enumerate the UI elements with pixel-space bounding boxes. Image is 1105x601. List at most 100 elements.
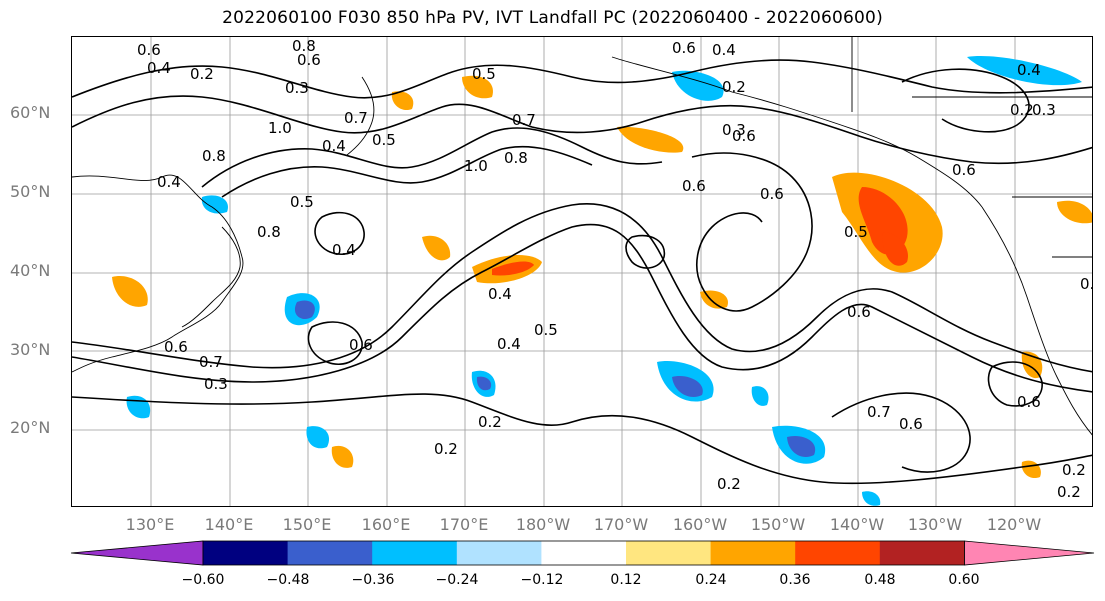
contour-line [72, 203, 1092, 373]
lon-label-160e: 160°E [361, 515, 411, 534]
contour-label: 0.3 [285, 79, 309, 97]
orange-patch [700, 290, 728, 309]
contour-line [901, 68, 1030, 133]
contour-line [72, 59, 1092, 99]
contour-label: 0.4 [488, 285, 512, 303]
contour-label: 0.8 [257, 223, 281, 241]
contour-label: 0.4 [712, 41, 736, 59]
contour-label: 0.6 [164, 338, 188, 356]
blue-patch [672, 70, 724, 101]
contour-label: 0.6 [349, 336, 373, 354]
contour-line [72, 393, 1092, 485]
colorbar-cell [879, 541, 965, 565]
blue-patch [294, 300, 315, 320]
colorbar-tick-036: 0.36 [779, 572, 811, 588]
contour-label: 0.4 [157, 173, 181, 191]
contour-label: 0.2 [1010, 101, 1034, 119]
lon-label-130e: 130°E [125, 515, 175, 534]
blue-patch [306, 426, 330, 449]
orange-patch [1021, 460, 1041, 479]
blue-patch [862, 491, 881, 506]
orange-patch [617, 126, 684, 153]
map-canvas: 0.6 0.8 0.4 0.2 0.3 0.6 0.5 0.4 0.2 0.4 … [72, 37, 1093, 506]
colorbar-cell [203, 541, 289, 565]
colorbar-tick-neg024: −0.24 [435, 572, 479, 588]
contour-label: 0.2 [434, 440, 458, 458]
contour-label: 0.7 [512, 111, 536, 129]
colorbar-cell [795, 541, 881, 565]
contour-label: 0.4 [1017, 61, 1041, 79]
coastline-alaska [611, 56, 983, 208]
contour-label: 0.8 [292, 37, 316, 55]
lat-label-30n: 30°N [10, 340, 51, 359]
blue-patch [787, 435, 816, 457]
orange-patch [462, 75, 493, 99]
colorbar-extend-low [70, 540, 204, 566]
contour-label: 0.7 [344, 109, 368, 127]
red-patch [492, 261, 534, 276]
coastline-kamchatka [346, 76, 375, 156]
contour-label: 0.6 [1080, 275, 1093, 293]
contour-label: 0.4 [332, 241, 356, 259]
lon-label-150e: 150°E [282, 515, 332, 534]
colorbar-cell [626, 541, 712, 565]
colorbar-tick-neg060: −0.60 [181, 572, 225, 588]
coastline-asia [72, 174, 244, 373]
colorbar-extend-high [964, 540, 1095, 566]
contour-label: 0.4 [147, 59, 171, 77]
lat-label-20n: 20°N [10, 418, 51, 437]
contour-label: 0.2 [1062, 461, 1086, 479]
colorbar-tick-012: 0.12 [610, 572, 642, 588]
contour-label: 0.2 [190, 65, 214, 83]
lon-label-150w: 150°W [750, 515, 806, 534]
lon-label-160w: 160°W [672, 515, 728, 534]
colorbar-tick-048: 0.48 [864, 572, 896, 588]
colorbar-cell [541, 541, 627, 565]
contour-label: 0.6 [899, 415, 923, 433]
colorbar-cell [372, 541, 458, 565]
contour-label: 0.6 [952, 161, 976, 179]
orange-patch [422, 235, 451, 261]
orange-patch [331, 445, 354, 468]
map-panel: 0.6 0.8 0.4 0.2 0.3 0.6 0.5 0.4 0.2 0.4 … [71, 36, 1093, 507]
contour-label: 0.2 [722, 78, 746, 96]
contour-label: 0.8 [504, 149, 528, 167]
orange-patch [112, 276, 148, 307]
lon-label-130w: 130°W [907, 515, 963, 534]
lon-label-170w: 170°W [593, 515, 649, 534]
coastlines [72, 37, 1092, 436]
colorbar-cell [710, 541, 796, 565]
coastline-japan [181, 226, 241, 328]
contour-line [201, 127, 663, 188]
contour-label: 0.6 [137, 41, 161, 59]
contour-label: 0.8 [202, 147, 226, 165]
contour-label: 0.2 [478, 413, 502, 431]
contour-line [314, 211, 365, 256]
contour-labels: 0.6 0.8 0.4 0.2 0.3 0.6 0.5 0.4 0.2 0.4 … [137, 37, 1093, 501]
contour-label: 0.5 [844, 223, 868, 241]
red-patch [882, 232, 908, 266]
blue-patch [672, 376, 703, 397]
colorbar-cell [456, 541, 542, 565]
colorbar-tick-neg036: −0.36 [351, 572, 395, 588]
contour-label: 0.3 [204, 375, 228, 393]
contour-label: 0.3 [722, 121, 746, 139]
contour-label: 0.6 [847, 303, 871, 321]
contour-line [987, 361, 1043, 407]
lat-label-60n: 60°N [10, 103, 51, 122]
contour-label: 0.7 [867, 403, 891, 421]
contour-label: 1.0 [464, 157, 488, 175]
contour-line [221, 145, 593, 198]
orange-patch [1057, 200, 1092, 224]
contour-label: 0.4 [497, 335, 521, 353]
colorbar-tick-neg012: −0.12 [520, 572, 564, 588]
contour-label: 0.5 [290, 193, 314, 211]
contour-label: 0.6 [297, 51, 321, 69]
contour-label: 0.6 [672, 39, 696, 57]
lon-label-180w: 180°W [515, 515, 571, 534]
map-title: 2022060100 F030 850 hPa PV, IVT Landfall… [222, 8, 883, 28]
contour-line [625, 235, 666, 269]
contour-label: 0.6 [1017, 393, 1041, 411]
lat-label-40n: 40°N [10, 261, 51, 280]
contour-label: 0.2 [1057, 483, 1081, 501]
